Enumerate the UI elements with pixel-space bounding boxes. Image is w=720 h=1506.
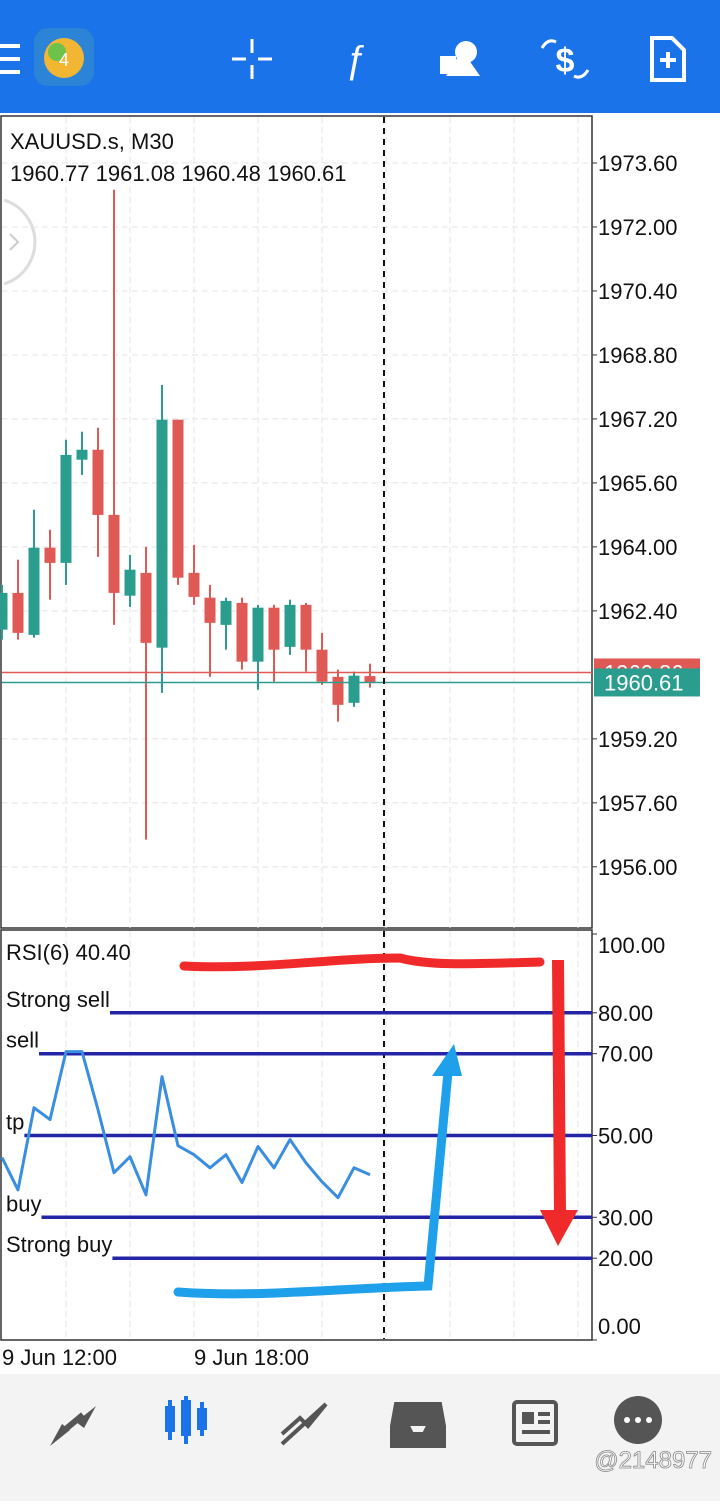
candle-body — [364, 676, 376, 683]
level-label: Strong sell — [6, 987, 110, 1012]
y-tick-label: 1972.00 — [598, 215, 678, 240]
y-tick-label: 0.00 — [598, 1314, 641, 1339]
candle-body — [44, 547, 56, 563]
blue-annotation-arrow — [173, 1067, 453, 1299]
quotes-tab[interactable] — [50, 1406, 96, 1446]
x-tick-label: 9 Jun 18:00 — [194, 1345, 309, 1370]
red-arrow-head — [540, 1210, 578, 1246]
y-tick-label: 1968.80 — [598, 343, 678, 368]
y-tick-label: 80.00 — [598, 1001, 653, 1026]
y-tick-label: 1957.60 — [598, 791, 678, 816]
candle-body — [300, 604, 312, 650]
level-label: buy — [6, 1191, 41, 1216]
rsi-title: RSI(6) 40.40 — [6, 940, 131, 965]
candle-body — [60, 454, 72, 563]
y-tick-label: 50.00 — [598, 1124, 653, 1149]
chat-tab[interactable] — [614, 1396, 662, 1444]
candle-body — [236, 602, 248, 662]
svg-text:$: $ — [556, 42, 575, 80]
y-tick-label: 1956.00 — [598, 855, 678, 880]
y-tick-label: 1959.20 — [598, 727, 678, 752]
candle-body — [220, 600, 232, 625]
red-annotation-arrow — [552, 959, 566, 1216]
side-panel-handle[interactable] — [3, 198, 37, 286]
level-label: tp — [6, 1110, 24, 1135]
y-tick-label: 20.00 — [598, 1246, 653, 1271]
bottom-nav — [0, 1374, 720, 1501]
candle-body — [252, 607, 264, 662]
candle-body — [12, 592, 24, 633]
chart-tab[interactable] — [165, 1396, 207, 1444]
indicators-button[interactable]: ƒ — [344, 39, 365, 82]
toolbar — [0, 0, 720, 113]
candle-body — [124, 569, 136, 596]
close-value: 1960.61 — [267, 161, 347, 186]
candle-body — [108, 514, 120, 593]
handle-arrow — [9, 233, 20, 251]
price-panel — [0, 115, 593, 929]
app-logo[interactable]: 4 — [34, 28, 94, 86]
candle-body — [332, 676, 344, 705]
ohlc-readout: 1960.77 1961.08 1960.48 1960.61 — [10, 161, 347, 186]
price-label: 1960.61 — [604, 670, 684, 695]
candle-body — [156, 419, 168, 648]
candle-body — [348, 675, 360, 703]
rsi-line — [0, 1050, 371, 1200]
level-label: sell — [6, 1028, 39, 1053]
candle-body — [92, 449, 104, 515]
high-value: 1961.08 — [96, 161, 176, 186]
red-annotation-stroke — [179, 953, 545, 972]
level-label: Strong buy — [6, 1232, 112, 1257]
candle-body — [268, 607, 280, 650]
y-tick-label: 30.00 — [598, 1205, 653, 1230]
y-tick-label: 1964.00 — [598, 535, 678, 560]
news-tab[interactable] — [512, 1400, 558, 1446]
y-tick-label: 100.00 — [598, 933, 665, 958]
y-tick-label: 1967.20 — [598, 407, 678, 432]
candle-body — [284, 604, 296, 647]
candle-body — [204, 597, 216, 623]
open-value: 1960.77 — [10, 161, 90, 186]
svg-text:4: 4 — [59, 50, 69, 70]
y-tick-label: 70.00 — [598, 1042, 653, 1067]
watermark: @2148977 — [594, 1447, 712, 1474]
candle-body — [0, 592, 8, 630]
menu-button[interactable] — [0, 44, 20, 74]
history-tab[interactable] — [390, 1402, 446, 1448]
price-label-box — [594, 668, 700, 697]
blue-arrow-head — [432, 1044, 462, 1076]
candle-body — [76, 449, 88, 460]
candle-body — [140, 572, 152, 643]
y-tick-label: 1973.60 — [598, 151, 678, 176]
low-value: 1960.48 — [181, 161, 261, 186]
candle-body — [28, 547, 40, 635]
crosshair-button[interactable] — [232, 39, 272, 79]
trade-tab[interactable] — [280, 1402, 328, 1446]
candle-body — [188, 572, 200, 597]
y-tick-label: 1965.60 — [598, 471, 678, 496]
y-tick-label: 1962.40 — [598, 599, 678, 624]
y-tick-label: 1970.40 — [598, 279, 678, 304]
new-order-button[interactable] — [650, 36, 686, 82]
candle-body — [316, 649, 328, 682]
symbol-title: XAUUSD.s, M30 — [10, 129, 174, 154]
x-tick-label: 9 Jun 12:00 — [2, 1345, 117, 1370]
objects-button[interactable] — [440, 41, 480, 76]
candle-body — [172, 419, 184, 578]
trade-button[interactable]: $ — [540, 39, 590, 80]
